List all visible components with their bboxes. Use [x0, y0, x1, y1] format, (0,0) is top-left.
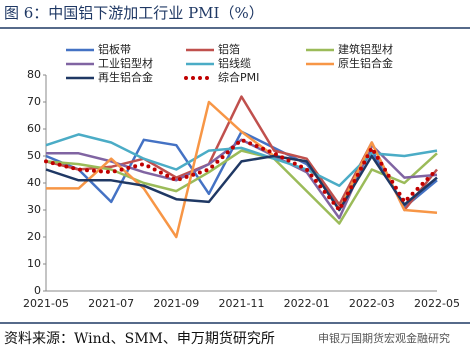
legend-label: 建筑铝型材 — [338, 42, 393, 56]
x-tick-label: 2022-05 — [414, 297, 460, 310]
x-tick-label: 2021-09 — [153, 297, 199, 310]
x-tick-label: 2022-01 — [284, 297, 330, 310]
legend-label: 综合PMI — [218, 70, 259, 84]
legend-label: 铝箔 — [218, 42, 240, 56]
y-tick-label: 80 — [27, 68, 41, 81]
legend-label: 再生铝合金 — [98, 70, 153, 84]
legend-label: 原生铝合金 — [338, 56, 393, 70]
y-tick-label: 10 — [27, 257, 41, 270]
y-tick-label: 0 — [34, 284, 41, 297]
source: 资料来源：Wind、SMM、申万期货研究所 — [4, 330, 275, 347]
series-line — [45, 133, 438, 187]
y-tick-label: 70 — [27, 95, 41, 108]
x-tick-label: 2021-07 — [88, 297, 134, 310]
x-tick-label: 2022-03 — [349, 297, 395, 310]
chart-title: 图 6：中国铝下游加工行业 PMI（%） — [4, 4, 264, 22]
legend-label: 铝线缆 — [218, 56, 251, 70]
y-tick-label: 20 — [27, 230, 41, 243]
legend-label: 铝板带 — [98, 42, 131, 56]
series-line — [45, 149, 438, 225]
watermark: 申银万国期货宏观金融研究 — [318, 331, 450, 345]
x-tick-label: 2021-11 — [219, 297, 265, 310]
series-line — [46, 100, 438, 239]
y-tick-label: 60 — [27, 122, 41, 135]
y-tick-label: 40 — [27, 176, 41, 189]
legend-label: 工业铝型材 — [98, 56, 153, 70]
y-tick-label: 50 — [27, 149, 41, 162]
x-tick-label: 2021-05 — [23, 297, 69, 310]
y-tick-label: 30 — [27, 203, 41, 216]
series-line — [45, 154, 438, 212]
